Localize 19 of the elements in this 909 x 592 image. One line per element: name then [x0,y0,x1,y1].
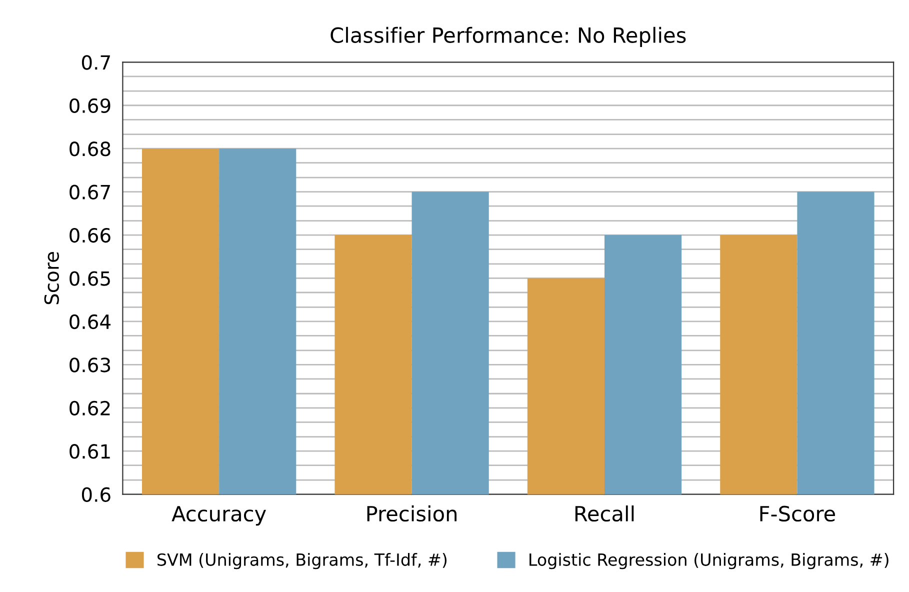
y-tick-label: 0.64 [70,314,111,330]
y-tick-label: 0.65 [70,271,110,286]
y-tick-label: 0.62 [70,400,110,416]
y-tick-label: 0.7 [82,55,110,70]
chart-title: Classifier Performance: No Replies [330,26,686,48]
legend-label: Logistic Regression (Unigrams, Bigrams, #) [530,553,888,570]
y-tick-label: 0.61 [70,444,110,459]
y-tick-label: 0.6 [82,487,110,502]
x-tick-label: Recall [575,505,634,522]
y-tick-label: 0.69 [70,98,110,114]
x-tick-label: F-Score [760,506,836,522]
y-tick-label: 0.66 [70,228,110,243]
x-tick-label: Accuracy [172,506,266,526]
legend-label: SVM (Unigrams, Bigrams, Tf-Idf, #) [158,553,447,570]
y-tick-label: 0.68 [70,142,110,156]
y-tick-label: 0.67 [70,184,110,200]
x-tick-label: Precision [367,505,456,522]
y-tick-label: 0.63 [70,358,110,372]
y-axis-title: Score [44,252,59,304]
